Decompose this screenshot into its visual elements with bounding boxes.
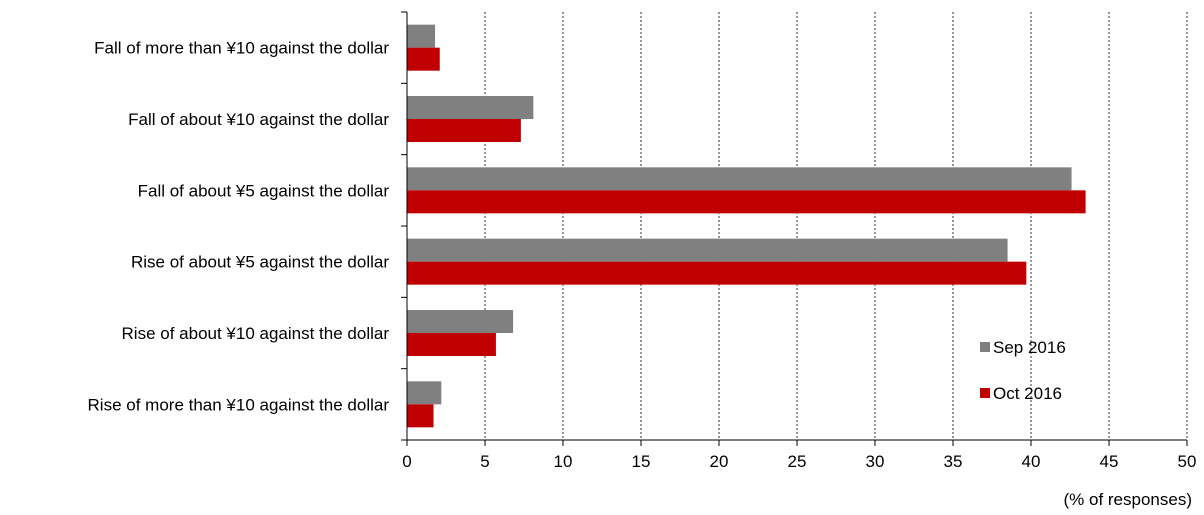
x-tick-label: 5 [480,452,489,471]
bar-oct-2016 [407,333,496,356]
bar-sep-2016 [407,167,1072,191]
bar-oct-2016 [407,119,521,142]
legend-label: Oct 2016 [993,384,1062,403]
category-label: Fall of more than ¥10 against the dollar [94,39,389,58]
category-labels: Fall of more than ¥10 against the dollar… [88,39,390,415]
bars [407,24,1086,428]
legend: Sep 2016 Oct 2016 [980,338,1066,403]
x-tick-label: 0 [402,452,411,471]
legend-swatch [980,342,990,352]
bar-sep-2016 [407,238,1008,262]
x-tick-label: 40 [1022,452,1041,471]
bar-oct-2016 [407,190,1086,214]
legend-label: Sep 2016 [993,338,1066,357]
x-tick-label: 45 [1100,452,1119,471]
x-tick-label: 35 [944,452,963,471]
gridlines [484,12,1188,440]
bar-oct-2016 [407,261,1027,285]
bar-oct-2016 [407,47,440,71]
bar-oct-2016 [407,404,434,428]
x-tick-label: 25 [788,452,807,471]
bar-sep-2016 [407,381,442,405]
bar-sep-2016 [407,24,436,48]
x-tick-labels: 0 5 10 15 20 25 30 35 40 45 50 [402,452,1196,471]
legend-swatch [980,388,990,398]
category-label: Fall of about ¥10 against the dollar [128,110,389,129]
category-label: Rise of about ¥5 against the dollar [131,253,389,272]
x-axis-unit-label: (% of responses) [1064,490,1193,509]
x-tick-label: 10 [554,452,573,471]
category-label: Rise of about ¥10 against the dollar [122,324,390,343]
x-tick-label: 50 [1178,452,1197,471]
x-tick-label: 20 [710,452,729,471]
x-tick-label: 15 [632,452,651,471]
category-label: Fall of about ¥5 against the dollar [138,181,390,200]
axes [401,11,1188,446]
category-label: Rise of more than ¥10 against the dollar [88,395,390,414]
x-tick-label: 30 [866,452,885,471]
bar-sep-2016 [407,96,534,119]
bar-sep-2016 [407,310,514,333]
